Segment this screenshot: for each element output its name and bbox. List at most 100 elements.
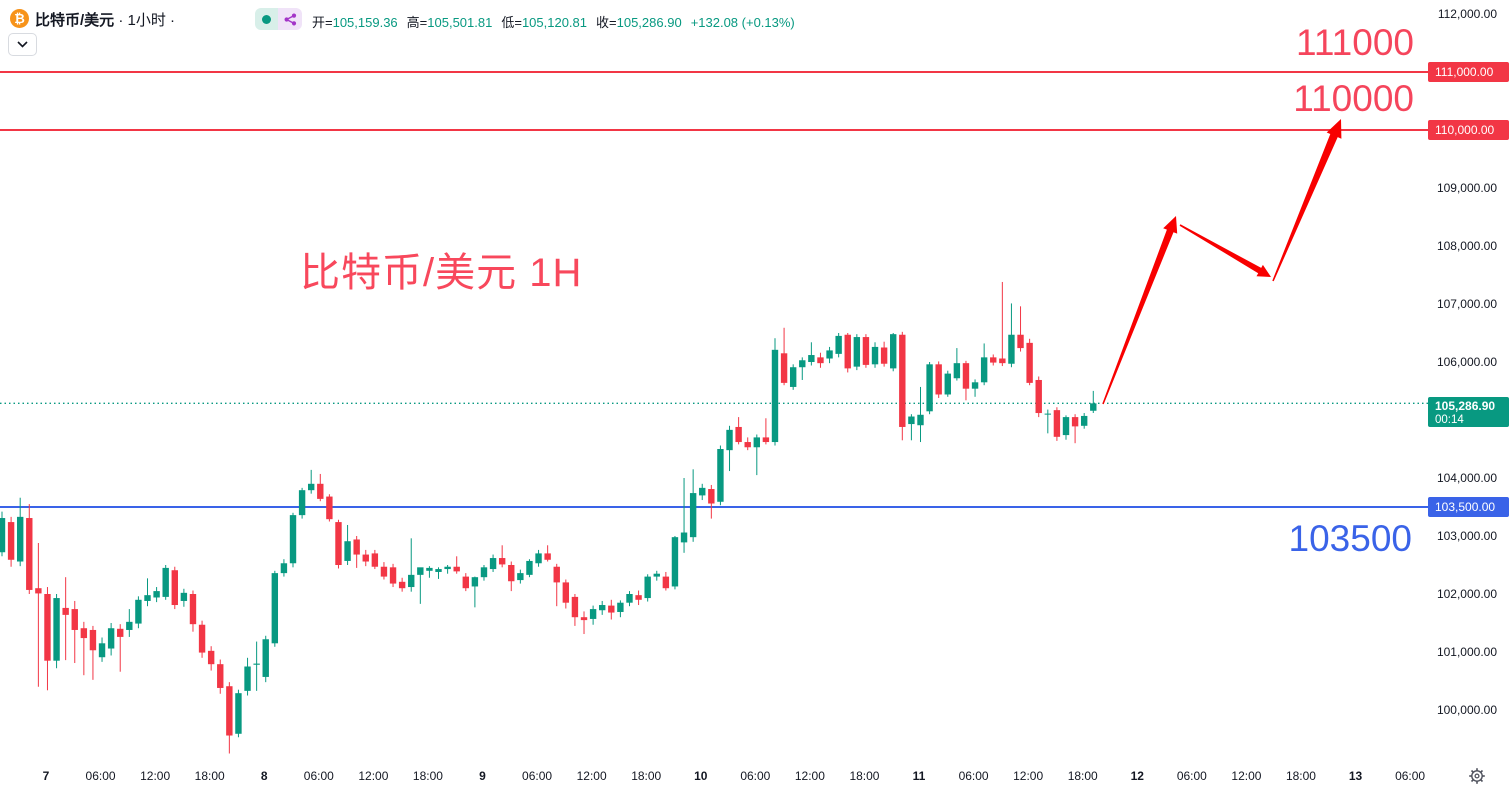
high-value: 105,501.81: [427, 15, 493, 30]
candle: [126, 609, 133, 637]
market-open-dot-icon: [262, 14, 271, 24]
candle: [917, 386, 924, 443]
status-pill[interactable]: [255, 8, 302, 30]
candle: [298, 487, 306, 519]
candle: [480, 565, 488, 581]
candle: [835, 333, 842, 358]
candle: [653, 570, 660, 581]
candle: [1017, 306, 1024, 352]
candle: [162, 565, 169, 600]
candle: [608, 599, 615, 620]
candle: [862, 334, 870, 368]
candle: [198, 620, 206, 658]
time-axis-label: 06:00: [958, 769, 989, 783]
candle: [289, 512, 297, 568]
axis-settings-gear-icon[interactable]: [1468, 767, 1486, 785]
time-axis-label: 18:00: [1067, 769, 1098, 783]
annotation-111000: 111000: [1296, 22, 1414, 63]
candle: [908, 414, 915, 441]
symbol-title[interactable]: 比特币/美元 · 1小时 ·: [35, 9, 175, 30]
candle: [135, 596, 142, 629]
time-axis-day-label: 9: [479, 769, 486, 783]
candle: [435, 567, 442, 579]
candle: [935, 361, 942, 398]
candle: [689, 469, 697, 542]
share-button[interactable]: [278, 8, 302, 30]
candle: [89, 625, 97, 680]
chevron-down-icon: [17, 41, 28, 48]
candle: [735, 417, 742, 445]
candle: [326, 494, 333, 522]
candle: [971, 379, 979, 397]
time-axis-label: 12:00: [576, 769, 607, 783]
time-axis-day-label: 10: [694, 769, 708, 783]
candle: [635, 590, 642, 606]
symbol-name[interactable]: 比特币/美元: [35, 12, 115, 29]
candle: [408, 538, 415, 592]
time-axis-day-label: 11: [912, 769, 926, 783]
candle: [1062, 415, 1070, 440]
candle: [362, 549, 369, 567]
level-price-tag-111000: 111,000.00: [1428, 62, 1509, 82]
candle: [571, 594, 579, 626]
candle: [553, 563, 560, 607]
candle: [508, 561, 515, 592]
time-axis-label: 18:00: [849, 769, 880, 783]
candle: [7, 516, 15, 567]
candle: [80, 621, 88, 676]
candle: [1053, 407, 1061, 441]
candle: [498, 545, 506, 568]
candle: [171, 566, 178, 610]
candle: [535, 549, 542, 567]
projection-arrow[interactable]: [1272, 119, 1342, 282]
candle: [717, 445, 724, 506]
candle: [335, 519, 342, 569]
btc-icon: ₿: [10, 9, 29, 28]
candle: [117, 624, 124, 672]
time-axis[interactable]: 7 06:00 12:00 18:00 8 06:00 12:00 18:00 9 06:00 12…: [0, 765, 1509, 788]
candle: [444, 565, 451, 574]
bar-countdown: 00:14: [1435, 414, 1464, 427]
candle: [817, 352, 824, 368]
time-axis-label: 18:00: [631, 769, 662, 783]
candle: [617, 600, 624, 618]
candlestick-chart[interactable]: [0, 0, 1428, 765]
candle: [880, 341, 888, 367]
candle: [217, 659, 224, 694]
level-price-tag-110000: 110,000.00: [1428, 120, 1509, 140]
annotation-103500: 103500: [1288, 518, 1412, 559]
candle: [389, 563, 397, 588]
expand-toolbar-button[interactable]: [8, 33, 37, 56]
candle: [599, 600, 606, 615]
price-axis-label: 104,000.00: [1436, 471, 1497, 485]
candle: [153, 587, 160, 603]
trend-arrows[interactable]: [1102, 119, 1342, 405]
price-axis[interactable]: 112,000.00 109,000.00 108,000.00 107,000.00…: [1428, 0, 1509, 765]
candle: [990, 354, 997, 366]
time-axis-label: 06:00: [522, 769, 553, 783]
candle: [489, 554, 497, 572]
projection-arrow[interactable]: [1102, 216, 1178, 405]
candle: [462, 573, 469, 592]
candle: [962, 360, 970, 401]
candle: [307, 469, 315, 494]
market-status-indicator[interactable]: [255, 8, 278, 30]
candle: [726, 425, 733, 472]
time-axis-label: 06:00: [1176, 769, 1207, 783]
candle: [780, 327, 788, 386]
candle: [980, 343, 988, 386]
candle: [753, 434, 761, 476]
price-axis-label: 100,000.00: [1436, 703, 1497, 717]
projection-arrow[interactable]: [1179, 224, 1271, 277]
candle: [426, 566, 433, 578]
candle: [1026, 338, 1033, 386]
candle: [353, 536, 360, 568]
candle: [253, 641, 260, 691]
candle: [762, 418, 770, 445]
time-axis-label: 18:00: [1285, 769, 1316, 783]
candle: [844, 333, 851, 373]
candle: [207, 646, 215, 671]
share-icon: [284, 13, 296, 25]
candle: [671, 536, 679, 590]
